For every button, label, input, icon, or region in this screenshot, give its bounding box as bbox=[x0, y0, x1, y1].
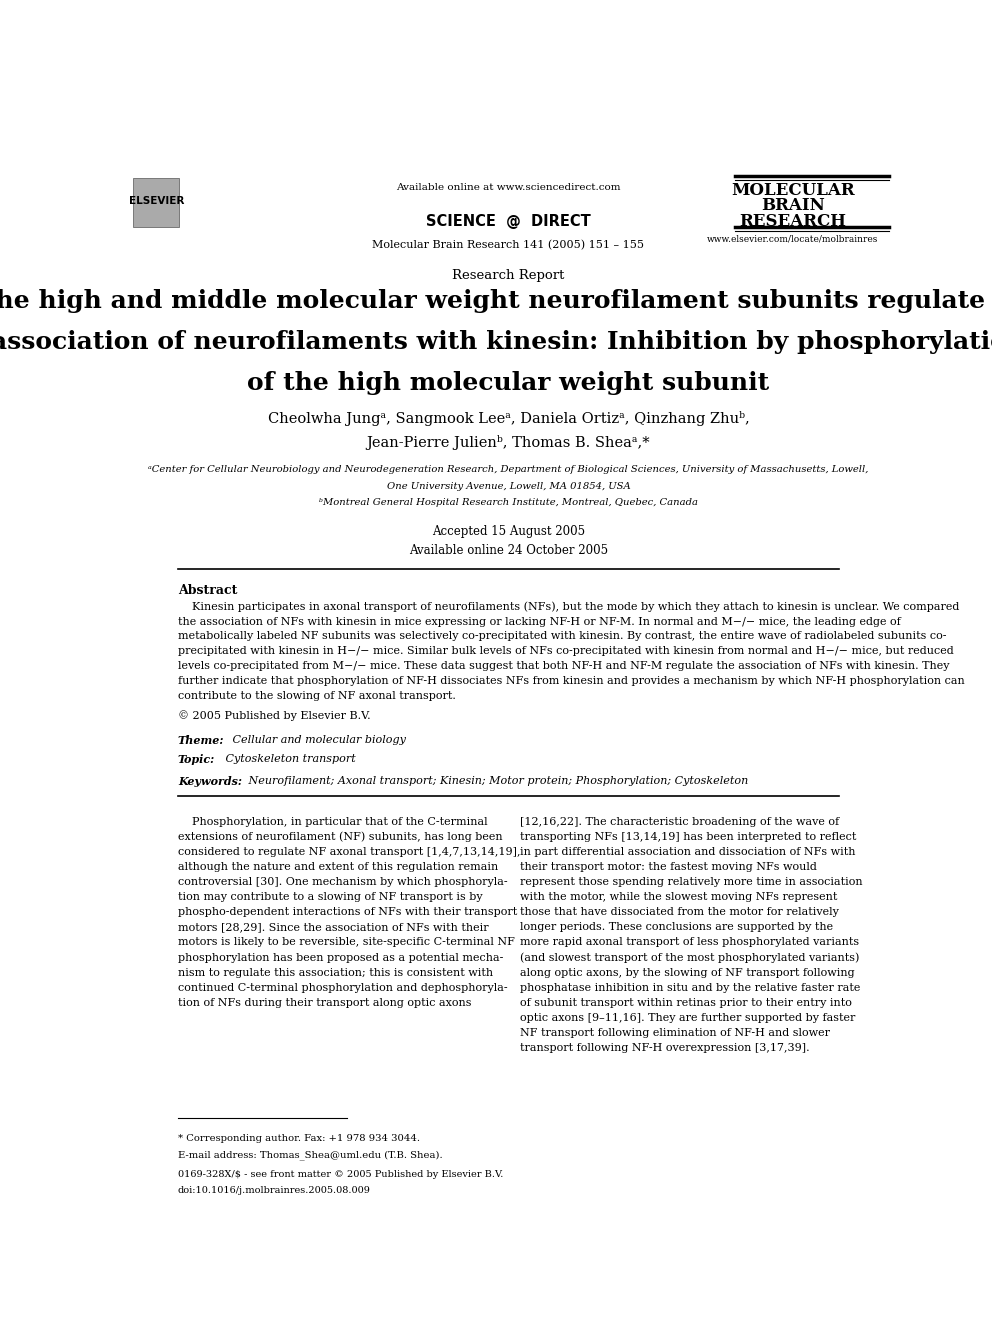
Text: tion may contribute to a slowing of NF transport is by: tion may contribute to a slowing of NF t… bbox=[178, 892, 482, 902]
Text: Neurofilament; Axonal transport; Kinesin; Motor protein; Phosphorylation; Cytosk: Neurofilament; Axonal transport; Kinesin… bbox=[245, 777, 749, 786]
Text: Keywords:: Keywords: bbox=[178, 777, 242, 787]
Text: Phosphorylation, in particular that of the C-terminal: Phosphorylation, in particular that of t… bbox=[178, 816, 487, 827]
Text: Abstract: Abstract bbox=[178, 583, 237, 597]
Text: One University Avenue, Lowell, MA 01854, USA: One University Avenue, Lowell, MA 01854,… bbox=[387, 482, 630, 491]
Text: levels co-precipitated from M−/− mice. These data suggest that both NF-H and NF-: levels co-precipitated from M−/− mice. T… bbox=[178, 662, 949, 671]
Text: association of neurofilaments with kinesin: Inhibition by phosphorylation: association of neurofilaments with kines… bbox=[0, 329, 992, 355]
Text: considered to regulate NF axonal transport [1,4,7,13,14,19],: considered to regulate NF axonal transpo… bbox=[178, 847, 521, 857]
Text: optic axons [9–11,16]. They are further supported by faster: optic axons [9–11,16]. They are further … bbox=[520, 1013, 855, 1023]
Text: SCIENCE  @  DIRECT: SCIENCE @ DIRECT bbox=[426, 214, 591, 229]
Text: Cellular and molecular biology: Cellular and molecular biology bbox=[229, 736, 406, 745]
Text: Kinesin participates in axonal transport of neurofilaments (NFs), but the mode b: Kinesin participates in axonal transport… bbox=[178, 602, 959, 613]
Text: (and slowest transport of the most phosphorylated variants): (and slowest transport of the most phosp… bbox=[520, 953, 859, 963]
Text: their transport motor: the fastest moving NFs would: their transport motor: the fastest movin… bbox=[520, 863, 816, 872]
Text: ELSEVIER: ELSEVIER bbox=[129, 196, 184, 206]
Text: tion of NFs during their transport along optic axons: tion of NFs during their transport along… bbox=[178, 998, 471, 1008]
Text: Accepted 15 August 2005: Accepted 15 August 2005 bbox=[432, 525, 585, 538]
Text: Available online at www.sciencedirect.com: Available online at www.sciencedirect.co… bbox=[396, 183, 621, 192]
Text: * Corresponding author. Fax: +1 978 934 3044.: * Corresponding author. Fax: +1 978 934 … bbox=[178, 1134, 420, 1143]
Text: longer periods. These conclusions are supported by the: longer periods. These conclusions are su… bbox=[520, 922, 833, 933]
Text: represent those spending relatively more time in association: represent those spending relatively more… bbox=[520, 877, 863, 888]
Text: precipitated with kinesin in H−/− mice. Similar bulk levels of NFs co-precipitat: precipitated with kinesin in H−/− mice. … bbox=[178, 646, 953, 656]
Text: phosphorylation has been proposed as a potential mecha-: phosphorylation has been proposed as a p… bbox=[178, 953, 503, 963]
Text: Research Report: Research Report bbox=[452, 269, 564, 282]
Text: Theme:: Theme: bbox=[178, 736, 224, 746]
Text: Jean-Pierre Julienᵇ, Thomas B. Sheaᵃ,*: Jean-Pierre Julienᵇ, Thomas B. Sheaᵃ,* bbox=[367, 435, 650, 450]
Text: E-mail address: Thomas_Shea@uml.edu (T.B. Shea).: E-mail address: Thomas_Shea@uml.edu (T.B… bbox=[178, 1150, 442, 1160]
Text: in part differential association and dissociation of NFs with: in part differential association and dis… bbox=[520, 847, 855, 857]
Text: The high and middle molecular weight neurofilament subunits regulate the: The high and middle molecular weight neu… bbox=[0, 290, 992, 314]
Text: motors [28,29]. Since the association of NFs with their: motors [28,29]. Since the association of… bbox=[178, 922, 488, 933]
Text: www.elsevier.com/locate/molbrainres: www.elsevier.com/locate/molbrainres bbox=[707, 234, 879, 243]
Text: ᵇMontreal General Hospital Research Institute, Montreal, Quebec, Canada: ᵇMontreal General Hospital Research Inst… bbox=[318, 497, 698, 507]
Text: extensions of neurofilament (NF) subunits, has long been: extensions of neurofilament (NF) subunit… bbox=[178, 832, 502, 843]
Text: with the motor, while the slowest moving NFs represent: with the motor, while the slowest moving… bbox=[520, 892, 837, 902]
FancyBboxPatch shape bbox=[133, 179, 180, 228]
Text: continued C-terminal phosphorylation and dephosphoryla-: continued C-terminal phosphorylation and… bbox=[178, 983, 508, 992]
Text: doi:10.1016/j.molbrainres.2005.08.009: doi:10.1016/j.molbrainres.2005.08.009 bbox=[178, 1185, 371, 1195]
Text: although the nature and extent of this regulation remain: although the nature and extent of this r… bbox=[178, 863, 498, 872]
Text: 0169-328X/$ - see front matter © 2005 Published by Elsevier B.V.: 0169-328X/$ - see front matter © 2005 Pu… bbox=[178, 1171, 503, 1179]
Text: of the high molecular weight subunit: of the high molecular weight subunit bbox=[247, 370, 770, 394]
Text: metabolically labeled NF subunits was selectively co-precipitated with kinesin. : metabolically labeled NF subunits was se… bbox=[178, 631, 946, 642]
Text: those that have dissociated from the motor for relatively: those that have dissociated from the mot… bbox=[520, 908, 839, 917]
Text: the association of NFs with kinesin in mice expressing or lacking NF-H or NF-M. : the association of NFs with kinesin in m… bbox=[178, 617, 901, 627]
Text: RESEARCH: RESEARCH bbox=[739, 213, 846, 230]
Text: Topic:: Topic: bbox=[178, 754, 215, 765]
Text: transporting NFs [13,14,19] has been interpreted to reflect: transporting NFs [13,14,19] has been int… bbox=[520, 832, 856, 841]
Text: contribute to the slowing of NF axonal transport.: contribute to the slowing of NF axonal t… bbox=[178, 691, 455, 700]
Text: MOLECULAR: MOLECULAR bbox=[731, 183, 855, 200]
Text: ᵃCenter for Cellular Neurobiology and Neurodegeneration Research, Department of : ᵃCenter for Cellular Neurobiology and Ne… bbox=[148, 466, 869, 475]
Text: more rapid axonal transport of less phosphorylated variants: more rapid axonal transport of less phos… bbox=[520, 938, 859, 947]
Text: of subunit transport within retinas prior to their entry into: of subunit transport within retinas prio… bbox=[520, 998, 852, 1008]
Text: Available online 24 October 2005: Available online 24 October 2005 bbox=[409, 544, 608, 557]
Text: transport following NF-H overexpression [3,17,39].: transport following NF-H overexpression … bbox=[520, 1043, 809, 1053]
Text: motors is likely to be reversible, site-specific C-terminal NF: motors is likely to be reversible, site-… bbox=[178, 938, 515, 947]
Text: Molecular Brain Research 141 (2005) 151 – 155: Molecular Brain Research 141 (2005) 151 … bbox=[372, 241, 645, 250]
Text: Cheolwha Jungᵃ, Sangmook Leeᵃ, Daniela Ortizᵃ, Qinzhang Zhuᵇ,: Cheolwha Jungᵃ, Sangmook Leeᵃ, Daniela O… bbox=[268, 411, 749, 426]
Text: NF transport following elimination of NF-H and slower: NF transport following elimination of NF… bbox=[520, 1028, 830, 1039]
Text: nism to regulate this association; this is consistent with: nism to regulate this association; this … bbox=[178, 967, 493, 978]
Text: along optic axons, by the slowing of NF transport following: along optic axons, by the slowing of NF … bbox=[520, 967, 854, 978]
Text: phospho-dependent interactions of NFs with their transport: phospho-dependent interactions of NFs wi… bbox=[178, 908, 517, 917]
Text: BRAIN: BRAIN bbox=[761, 197, 824, 214]
Text: phosphatase inhibition in situ and by the relative faster rate: phosphatase inhibition in situ and by th… bbox=[520, 983, 860, 992]
Text: © 2005 Published by Elsevier B.V.: © 2005 Published by Elsevier B.V. bbox=[178, 710, 370, 721]
Text: further indicate that phosphorylation of NF-H dissociates NFs from kinesin and p: further indicate that phosphorylation of… bbox=[178, 676, 964, 685]
Text: controversial [30]. One mechanism by which phosphoryla-: controversial [30]. One mechanism by whi… bbox=[178, 877, 508, 888]
Text: [12,16,22]. The characteristic broadening of the wave of: [12,16,22]. The characteristic broadenin… bbox=[520, 816, 839, 827]
Text: Cytoskeleton transport: Cytoskeleton transport bbox=[222, 754, 356, 763]
